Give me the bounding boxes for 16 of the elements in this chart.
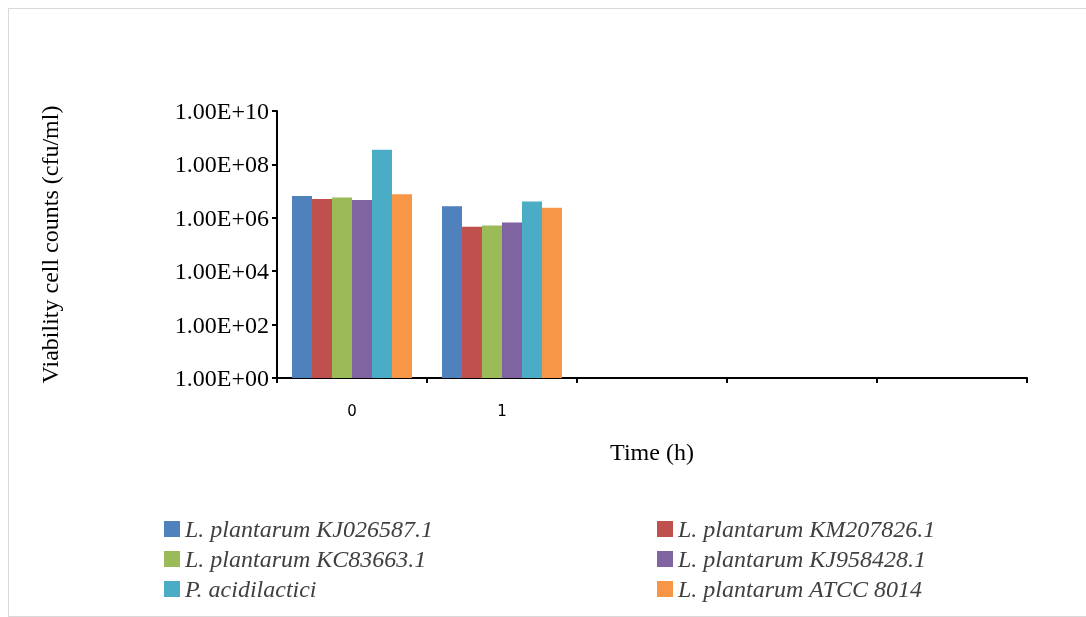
y-tick-label: 1.00E+00 <box>174 365 269 391</box>
x-tick-label: 0 <box>347 401 357 420</box>
legend-label: L. plantarum KJ958428.1 <box>677 546 927 572</box>
y-tick-label: 1.00E+02 <box>174 311 269 338</box>
y-tick-label: 1.00E+10 <box>174 98 269 124</box>
y-tick-label: 1.00E+08 <box>174 151 269 178</box>
legend-label: P. acidilactici <box>184 576 317 602</box>
y-tick-label: 1.00E+04 <box>174 258 269 285</box>
y-axis-title: Viability cell counts (cfu/ml) <box>37 105 63 384</box>
x-tick-label: 1 <box>497 401 507 420</box>
legend-label: L. plantarum ATCC 8014 <box>677 576 923 602</box>
legend-label: L. plantarum KJ026587.1 <box>184 516 434 542</box>
legend-label: L. plantarum KM207826.1 <box>677 516 936 542</box>
legend-label: L. plantarum KC83663.1 <box>184 546 427 572</box>
x-axis-title: Time (h) <box>610 439 694 465</box>
y-tick-label: 1.00E+06 <box>174 204 269 231</box>
